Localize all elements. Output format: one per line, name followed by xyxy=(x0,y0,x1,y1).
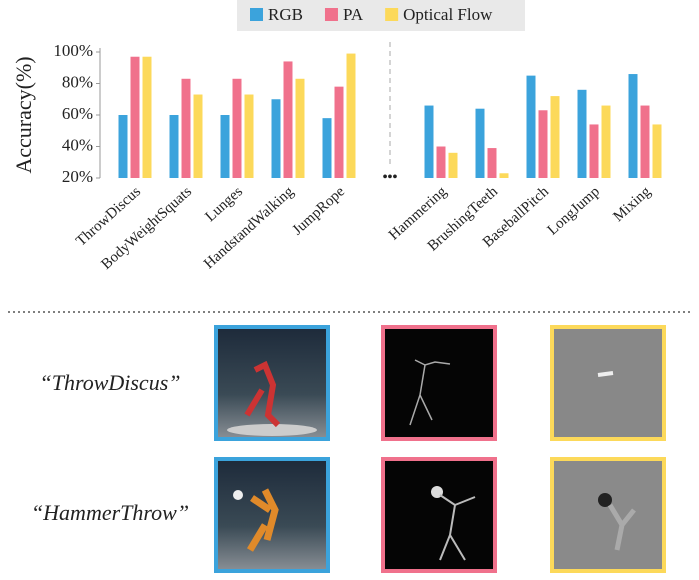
bar xyxy=(550,96,560,178)
bar xyxy=(193,94,203,178)
bar xyxy=(628,74,638,178)
bar xyxy=(499,173,509,178)
y-tick-label: 60% xyxy=(62,104,93,123)
sample-label: “HammerThrow” xyxy=(31,500,189,525)
x-tick-label: ••• xyxy=(383,170,398,185)
bar xyxy=(436,146,446,178)
bar xyxy=(232,78,242,178)
bar xyxy=(181,78,191,178)
bar xyxy=(577,89,587,178)
x-tick-label: JumpRope xyxy=(290,183,349,238)
bar xyxy=(538,110,548,178)
legend-label: Optical Flow xyxy=(403,5,493,24)
bar xyxy=(424,105,434,178)
x-tick-label: Mixing xyxy=(610,183,654,225)
y-tick-label: 100% xyxy=(53,41,93,60)
legend-swatch xyxy=(324,8,338,21)
bar xyxy=(334,86,344,178)
legend-swatch xyxy=(385,8,399,21)
legend-box xyxy=(237,0,525,31)
bar xyxy=(295,78,305,178)
y-tick-label: 40% xyxy=(62,135,93,154)
x-tick-label: BodyWeightSquats xyxy=(98,184,195,273)
sample-label: “ThrowDiscus” xyxy=(39,370,180,395)
bar xyxy=(283,61,293,179)
bar xyxy=(220,115,230,178)
x-tick-label: HandstandWalking xyxy=(201,183,297,272)
bar xyxy=(271,99,281,178)
image-flow xyxy=(550,325,666,573)
legend-swatch xyxy=(250,8,263,21)
x-tick-label: Lunges xyxy=(202,184,246,226)
bar xyxy=(346,53,356,179)
x-tick-label: LongJump xyxy=(545,184,603,239)
bar xyxy=(448,152,458,178)
bar xyxy=(244,94,254,178)
bar xyxy=(601,105,611,178)
legend-label: PA xyxy=(343,5,364,24)
bar xyxy=(118,115,128,178)
bar xyxy=(169,115,179,178)
bar xyxy=(142,56,152,178)
image-pa xyxy=(381,325,497,573)
legend-label: RGB xyxy=(268,5,303,24)
y-tick-label: 20% xyxy=(62,167,93,186)
y-axis-label: Accuracy(%) xyxy=(11,56,36,173)
bar xyxy=(652,124,662,178)
image-rgb xyxy=(214,325,330,573)
bar xyxy=(130,56,140,178)
bar xyxy=(640,105,650,178)
bar xyxy=(487,148,497,178)
y-tick-label: 80% xyxy=(62,72,93,91)
bar xyxy=(322,118,332,178)
bar xyxy=(526,75,536,178)
bar xyxy=(589,124,599,178)
bar xyxy=(475,108,485,178)
